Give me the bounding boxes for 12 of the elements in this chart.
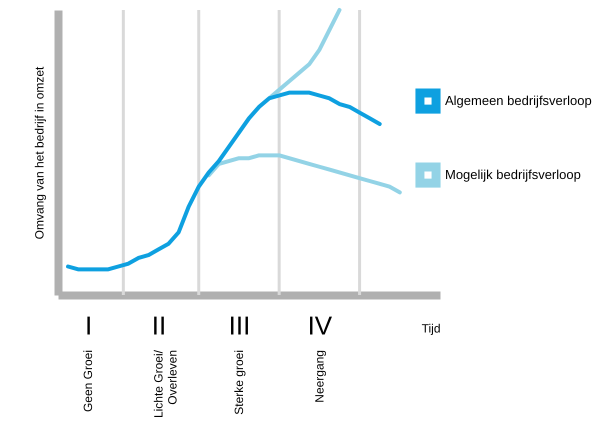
text: Neergang [312, 350, 326, 403]
x-tick-label: IV [308, 310, 333, 340]
x-tick-label: II [152, 310, 166, 340]
x-tick-label: I [85, 310, 92, 340]
x-axis-title: Tijd [422, 322, 440, 336]
text: Geen Groei [81, 350, 96, 412]
legend-label: Algemeen bedrijfsverloop [445, 93, 592, 108]
y-axis-title: Omvang van het bedrijf in omzet [32, 66, 46, 240]
text: Sterke groei [232, 350, 246, 415]
legend-label: Mogelijk bedrijfsverloop [445, 167, 581, 182]
x-tick-label: III [228, 310, 250, 340]
text: Lichte Groei/ Overleven [152, 349, 180, 418]
